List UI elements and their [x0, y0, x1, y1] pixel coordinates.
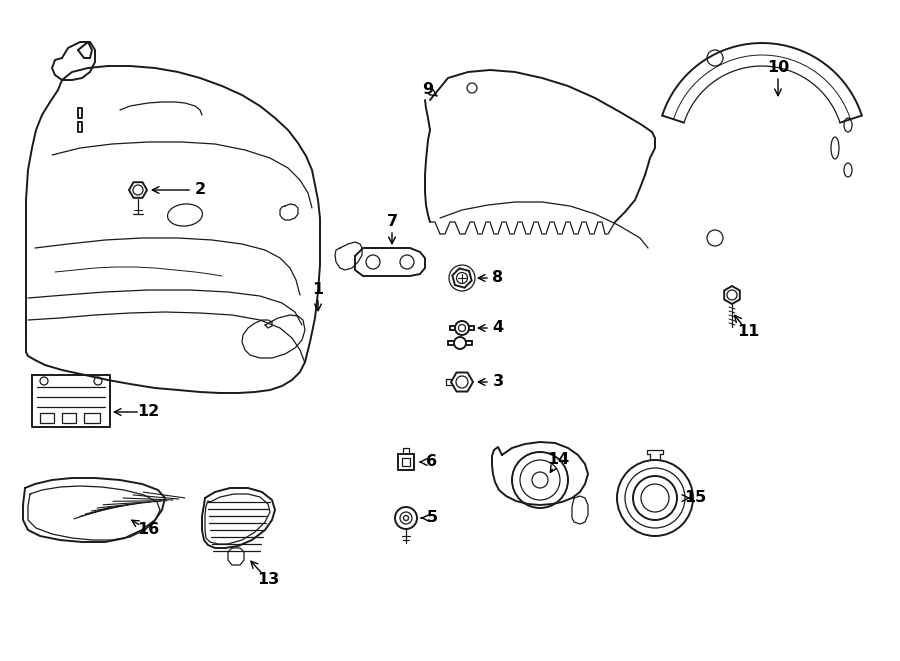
Text: 14: 14: [547, 453, 569, 467]
Text: 12: 12: [137, 405, 159, 420]
Text: 16: 16: [137, 522, 159, 537]
Text: 15: 15: [684, 490, 706, 506]
Text: 8: 8: [492, 270, 504, 286]
Text: 5: 5: [427, 510, 437, 525]
Text: 13: 13: [256, 572, 279, 588]
Text: 4: 4: [492, 321, 504, 336]
Text: 11: 11: [737, 325, 759, 340]
Text: 1: 1: [312, 282, 324, 297]
Text: 9: 9: [422, 83, 434, 98]
Text: 3: 3: [492, 375, 504, 389]
Text: 7: 7: [386, 215, 398, 229]
Text: 10: 10: [767, 61, 789, 75]
Text: 6: 6: [427, 455, 437, 469]
Text: 2: 2: [194, 182, 205, 198]
